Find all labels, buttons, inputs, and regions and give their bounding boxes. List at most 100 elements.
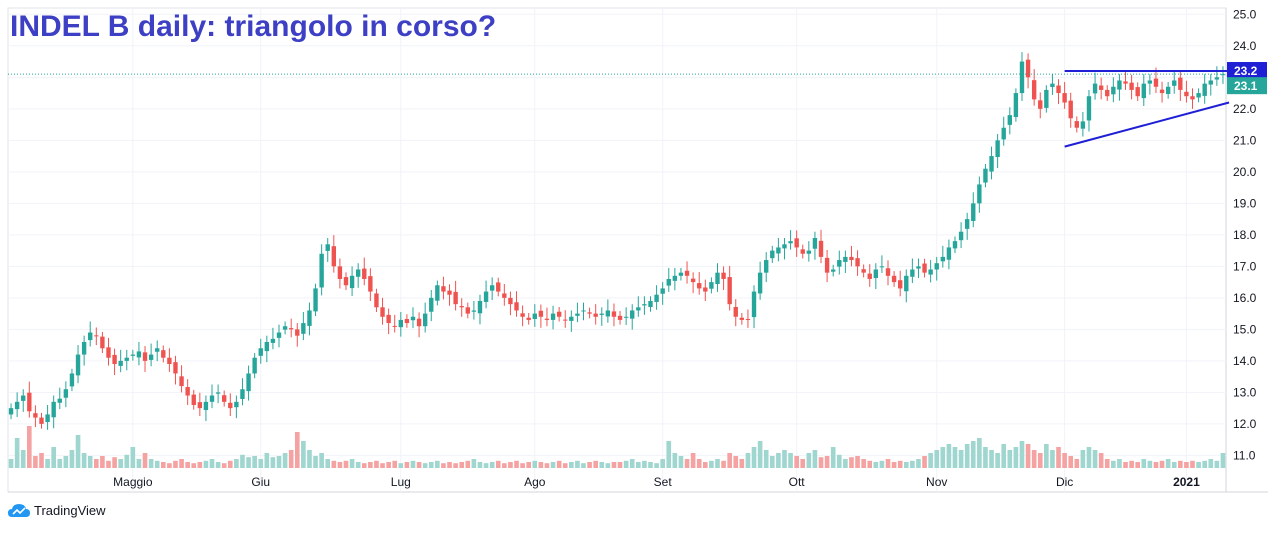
candle-body <box>270 338 276 343</box>
candle-body <box>800 249 805 254</box>
volume-bar <box>952 447 958 468</box>
candle-body <box>1019 61 1025 94</box>
candle-body <box>910 269 915 277</box>
candle-body <box>831 269 836 272</box>
candle-body <box>197 402 203 409</box>
volume-bar <box>1013 447 1019 468</box>
volume-bar <box>81 453 87 468</box>
volume-bar <box>867 460 873 468</box>
volume-bar <box>763 450 769 468</box>
volume-bar <box>258 459 264 468</box>
volume-bar <box>611 462 617 468</box>
candle-body <box>1062 93 1067 103</box>
volume-bar <box>270 457 276 468</box>
volume-bar <box>33 456 38 468</box>
candle-body <box>252 357 257 374</box>
volume-bar <box>897 460 903 468</box>
volume-bar <box>112 457 117 468</box>
volume-bar <box>532 460 538 468</box>
volume-bar <box>441 463 446 468</box>
candle-body <box>1220 74 1226 76</box>
candle-body <box>288 328 294 330</box>
volume-bar <box>374 460 379 468</box>
volume-bar <box>709 460 714 468</box>
y-tick-label: 20.0 <box>1233 165 1257 179</box>
level-badge <box>1227 62 1267 80</box>
candle-body <box>173 362 178 374</box>
volume-bar <box>1007 450 1013 468</box>
candle-body <box>386 314 391 324</box>
candle-body <box>764 260 769 273</box>
candle-body <box>349 275 355 289</box>
candle-body <box>1044 89 1049 108</box>
candle-body <box>1025 59 1031 78</box>
candle-body <box>885 268 891 276</box>
volume-bar <box>642 460 647 468</box>
candle-body <box>368 276 373 292</box>
candle-body <box>770 250 775 259</box>
candle-body <box>563 319 568 321</box>
candle-body <box>429 297 434 312</box>
volume-bar <box>879 460 885 468</box>
candle-body <box>301 323 306 334</box>
candle-body <box>1129 82 1134 90</box>
candle-body <box>57 398 62 403</box>
candle-body <box>441 286 446 292</box>
volume-bar <box>745 453 751 468</box>
volume-bar <box>8 459 14 468</box>
candle-body <box>258 348 263 356</box>
candle-body <box>617 315 623 320</box>
candle-body <box>118 360 123 366</box>
candle-body <box>605 310 611 317</box>
candle-body <box>392 325 397 327</box>
volume-bar <box>307 450 312 468</box>
candle-body <box>806 250 812 254</box>
candle-body <box>849 256 854 261</box>
grid-layer <box>7 7 1268 493</box>
x-tick-label: Nov <box>926 475 947 489</box>
volume-bar <box>958 450 964 468</box>
candle-body <box>313 288 318 312</box>
candle-body <box>672 275 678 281</box>
candle-body <box>100 336 105 349</box>
candle-body <box>897 280 903 289</box>
volume-bar <box>453 463 458 468</box>
volume-bar <box>301 441 306 468</box>
volume-bar <box>227 460 233 468</box>
tradingview-brand[interactable]: TradingView <box>8 503 106 518</box>
level-badge-label: 23.2 <box>1234 64 1258 78</box>
candle-body <box>654 294 659 302</box>
candle-body <box>977 184 982 204</box>
candle-body <box>161 350 166 358</box>
candle-body <box>587 312 592 314</box>
candle-body <box>514 302 519 311</box>
candle-body <box>983 168 988 183</box>
candle-body <box>757 272 763 294</box>
volume-bar <box>337 462 343 468</box>
volume-bar <box>550 462 556 468</box>
overlay-layer <box>8 70 1230 148</box>
volume-bar <box>977 438 982 468</box>
volume-bar <box>684 459 690 468</box>
volume-bar <box>1171 462 1177 468</box>
candle-body <box>1184 91 1189 97</box>
volume-bar <box>538 462 544 468</box>
candle-body <box>581 310 586 312</box>
y-tick-label: 16.0 <box>1233 291 1257 305</box>
candle-body <box>843 256 848 262</box>
candle-body <box>1050 83 1055 88</box>
volume-bar <box>1184 462 1189 468</box>
volume-bar <box>483 463 489 468</box>
candle-body <box>282 326 288 330</box>
y-tick-label: 11.0 <box>1233 448 1256 462</box>
volume-bar <box>118 459 123 468</box>
candle-body <box>709 282 714 289</box>
candle-body <box>715 272 720 284</box>
candle-body <box>88 332 93 341</box>
chart-title: INDEL B daily: triangolo in corso? <box>10 10 497 43</box>
volume-bar <box>234 459 239 468</box>
volume-bar <box>1068 456 1074 468</box>
volume-bar <box>27 426 32 468</box>
candle-body <box>1038 100 1043 109</box>
volume-bar <box>1117 459 1122 468</box>
